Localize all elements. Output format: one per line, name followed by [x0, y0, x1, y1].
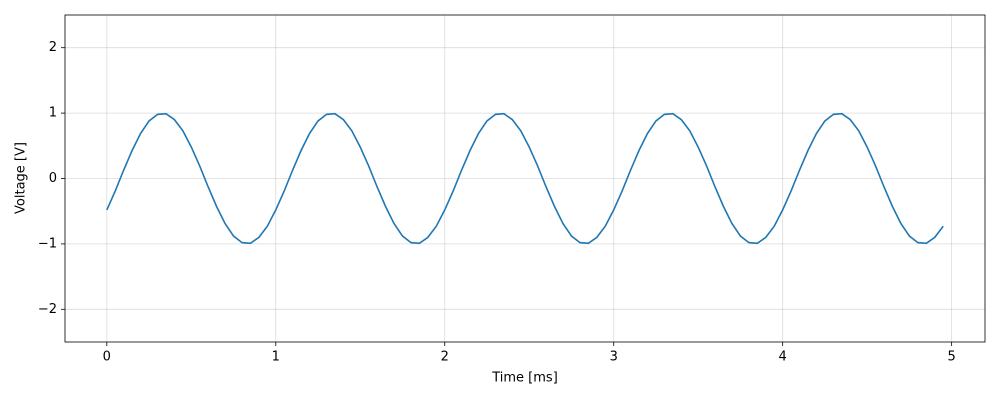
data-line [106, 112, 944, 245]
x-axis-label: Time [ms] [491, 371, 558, 386]
y-tick-label: −1 [38, 236, 57, 251]
y-tick-label: 1 [49, 106, 57, 121]
x-tick-label: 0 [103, 350, 111, 365]
x-tick-label: 3 [610, 350, 618, 365]
x-tick-label: 1 [272, 350, 280, 365]
x-tick-label: 5 [947, 350, 955, 365]
x-tick-label: 4 [779, 350, 787, 365]
y-axis-label: Voltage [V] [14, 142, 29, 214]
x-tick-label: 2 [441, 350, 449, 365]
y-tick-label: 0 [49, 171, 57, 186]
y-tick-label: −2 [38, 302, 57, 317]
y-tick-label: 2 [49, 40, 57, 55]
plot-frame [64, 14, 986, 343]
